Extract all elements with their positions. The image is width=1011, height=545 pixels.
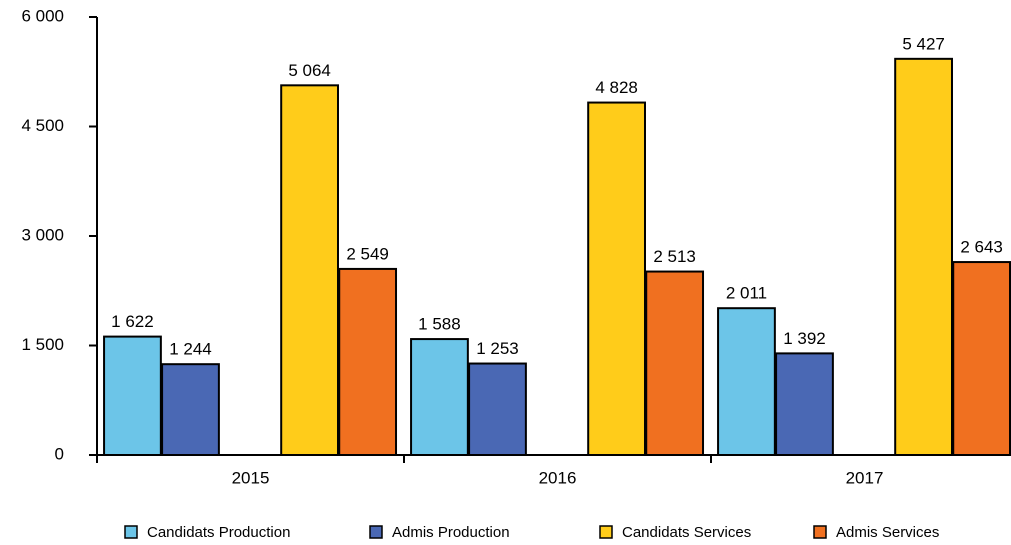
- legend-label: Candidats Services: [622, 524, 751, 541]
- y-tick-label: 4 500: [21, 116, 64, 135]
- legend-label: Admis Services: [836, 524, 939, 541]
- data-label: 1 244: [169, 340, 212, 359]
- bar: [161, 363, 220, 456]
- y-tick-label: 3 000: [21, 225, 64, 244]
- legend-swatch: [124, 525, 138, 539]
- data-label: 1 392: [783, 329, 826, 348]
- bar: [468, 362, 527, 457]
- y-tick-label: 0: [55, 444, 64, 463]
- bar: [280, 84, 339, 456]
- x-tick-label: 2016: [539, 468, 577, 487]
- y-tick-label: 6 000: [21, 6, 64, 25]
- data-label: 2 011: [726, 284, 767, 303]
- data-label: 4 828: [595, 78, 638, 97]
- data-label: 1 253: [476, 339, 519, 358]
- bar: [717, 307, 776, 456]
- legend-label: Admis Production: [392, 524, 510, 541]
- legend-swatch: [369, 525, 383, 539]
- y-tick-label: 1 500: [21, 335, 64, 354]
- legend-swatch: [599, 525, 613, 539]
- x-tick-label: 2017: [846, 468, 884, 487]
- legend-swatch: [813, 525, 827, 539]
- data-label: 2 513: [653, 247, 696, 266]
- data-label: 2 549: [346, 244, 389, 263]
- bar: [645, 270, 705, 456]
- bar: [775, 352, 834, 456]
- bar: [338, 267, 398, 456]
- bar: [952, 261, 1011, 456]
- data-label: 2 643: [960, 238, 1003, 257]
- bar: [894, 57, 953, 456]
- data-label: 5 427: [902, 34, 945, 53]
- data-label: 1 588: [418, 315, 461, 334]
- bar: [410, 338, 469, 456]
- data-label: 1 622: [111, 312, 154, 331]
- bar: [103, 335, 162, 456]
- x-tick-label: 2015: [232, 468, 270, 487]
- data-label: 5 064: [288, 61, 331, 80]
- legend-label: Candidats Production: [147, 524, 290, 541]
- bar: [587, 101, 646, 456]
